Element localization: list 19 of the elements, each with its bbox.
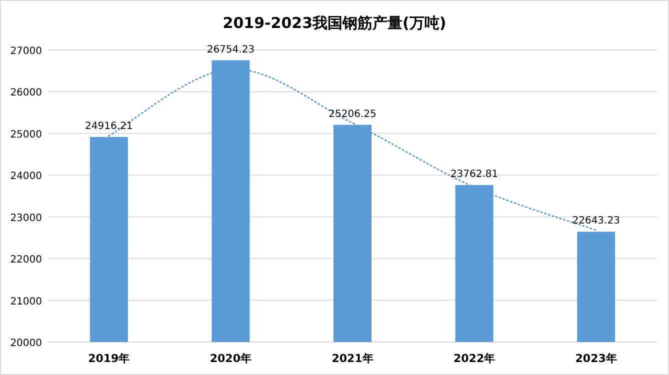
x-tick-label: 2022年 bbox=[453, 352, 496, 365]
x-tick-label: 2023年 bbox=[575, 352, 617, 365]
x-tick-label: 2020年 bbox=[210, 352, 252, 365]
y-tick-label: 22000 bbox=[10, 254, 42, 266]
y-tick-label: 26000 bbox=[10, 88, 42, 99]
y-tick-label: 27000 bbox=[10, 46, 42, 57]
data-label: 26754.23 bbox=[206, 44, 255, 56]
data-label: 25206.25 bbox=[328, 108, 376, 120]
y-tick-label: 24000 bbox=[10, 171, 42, 182]
data-label: 22643.23 bbox=[572, 216, 620, 227]
x-tick-label: 2021年 bbox=[332, 352, 374, 365]
chart-title: 2019-2023我国钢筋产量(万吨) bbox=[222, 14, 446, 32]
data-label: 23762.81 bbox=[450, 169, 498, 180]
x-tick-label: 2019年 bbox=[88, 352, 130, 365]
y-tick-label: 25000 bbox=[10, 129, 42, 140]
y-tick-label: 20000 bbox=[10, 338, 42, 349]
data-label: 24916.21 bbox=[85, 120, 133, 132]
y-tick-label: 21000 bbox=[10, 296, 42, 308]
y-tick-label: 23000 bbox=[10, 212, 42, 224]
